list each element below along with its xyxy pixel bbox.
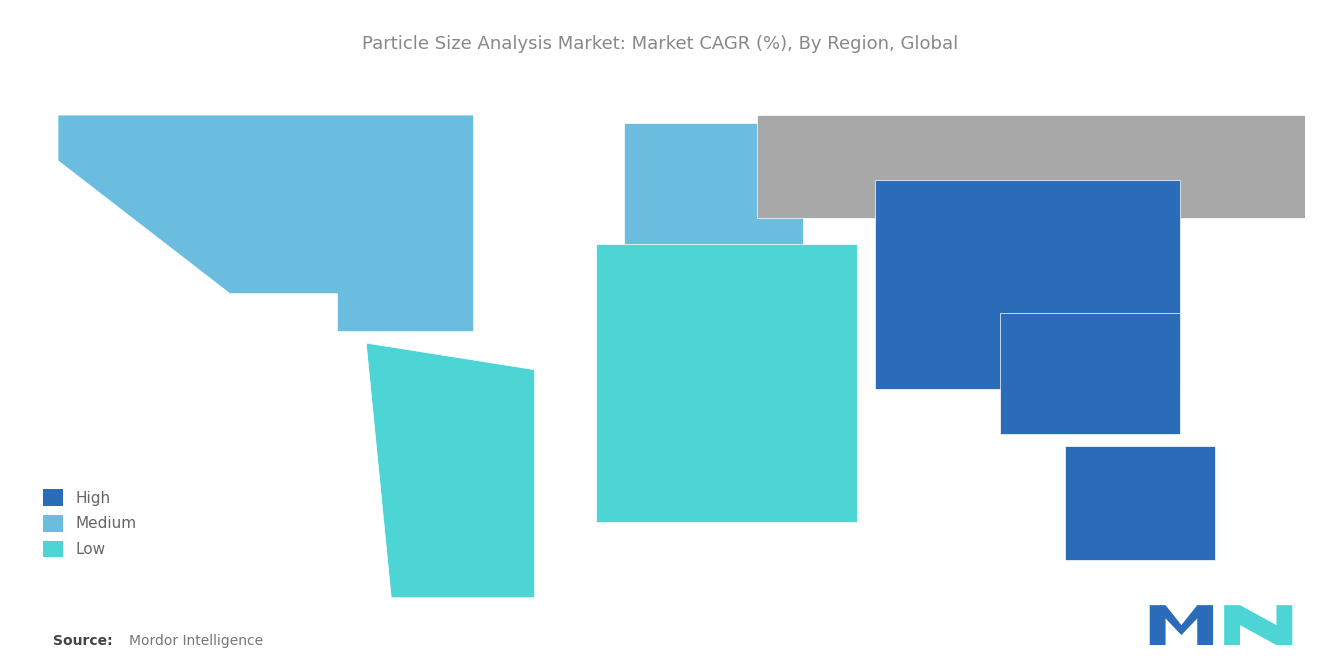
Polygon shape <box>756 115 1305 217</box>
Polygon shape <box>1001 313 1180 434</box>
Title: Particle Size Analysis Market: Market CAGR (%), By Region, Global: Particle Size Analysis Market: Market CA… <box>362 35 958 53</box>
Text: Source:: Source: <box>53 634 112 648</box>
Polygon shape <box>58 115 474 332</box>
Polygon shape <box>1065 446 1216 560</box>
Legend: High, Medium, Low: High, Medium, Low <box>36 481 144 565</box>
Polygon shape <box>595 244 857 522</box>
Polygon shape <box>1224 605 1292 645</box>
Polygon shape <box>1150 605 1213 645</box>
Polygon shape <box>366 343 535 598</box>
Polygon shape <box>875 180 1180 389</box>
Text: Mordor Intelligence: Mordor Intelligence <box>129 634 264 648</box>
Polygon shape <box>624 122 804 255</box>
